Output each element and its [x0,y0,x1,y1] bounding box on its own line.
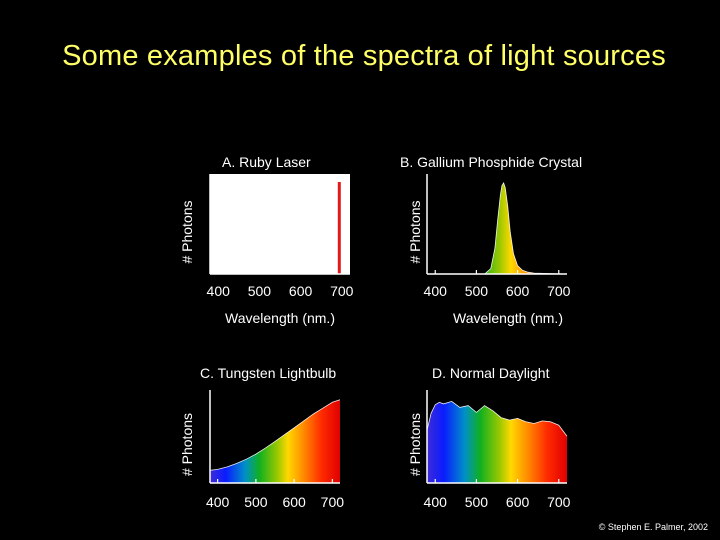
y-axis-label: # Photons [407,200,423,263]
x-tick-label: 600 [506,283,530,299]
x-axis-label: Wavelength (nm.) [225,310,335,326]
x-tick-label: 400 [206,494,230,510]
panel-title: D. Normal Daylight [432,365,550,381]
x-tick-label: 500 [248,283,272,299]
panel-title: A. Ruby Laser [222,154,311,170]
y-axis-label: # Photons [179,200,195,263]
spectrum-panel-4: 400 500 600 700 D. Normal Daylight # Photons [407,365,571,510]
laser-spectral-line [337,182,341,274]
spectrum-curve [209,399,341,471]
spectrum-area [210,399,340,483]
x-tick-label: 500 [244,494,268,510]
x-tick-label: 600 [506,494,530,510]
x-tick-label: 400 [207,283,231,299]
x-tick-label: 500 [465,283,489,299]
x-tick-label: 700 [321,494,345,510]
copyright-notice: © Stephen E. Palmer, 2002 [598,522,708,532]
panel-title: B. Gallium Phosphide Crystal [400,154,582,170]
spectrum-panel-3: 400 500 600 700 C. Tungsten Lightbulb # Photo… [179,365,344,510]
x-tick-label: 700 [330,283,354,299]
spectrum-panel-1: 400 500 600 700 A. Ruby Laser Wavelength (nm.… [179,154,354,326]
y-axis-label: # Photons [407,413,423,476]
x-tick-label: 600 [289,283,313,299]
x-tick-label: 600 [282,494,306,510]
spectrum-curve [427,181,568,275]
x-tick-label: 500 [465,494,489,510]
x-tick-label: 400 [424,494,448,510]
slide-title: Some examples of the spectra of light so… [62,40,666,72]
x-tick-label: 400 [424,283,448,299]
x-axis-label: Wavelength (nm.) [453,310,563,326]
y-axis-label: # Photons [179,413,195,476]
x-tick-label: 700 [547,494,571,510]
plot-background [210,174,350,274]
spectrum-area [427,401,567,483]
spectrum-curve [426,400,568,437]
spectrum-panel-2: 400 500 600 700 B. Gallium Phosphide Crystal… [400,154,582,326]
panel-title: C. Tungsten Lightbulb [200,365,336,381]
x-tick-label: 700 [547,283,571,299]
